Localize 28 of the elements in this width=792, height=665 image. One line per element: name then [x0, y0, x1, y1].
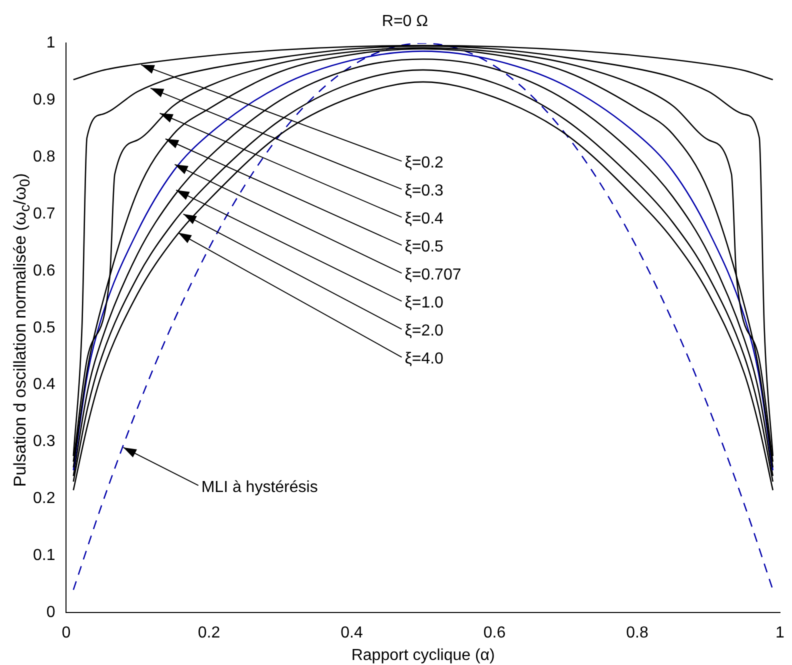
y-tick-label: 0.6: [32, 262, 56, 280]
y-tick-label: 0.3: [32, 433, 56, 450]
annotation: MLI à hystérésis: [201, 478, 318, 496]
chart-title: R=0 Ω: [382, 13, 428, 30]
y-tick-label: 0.1: [32, 547, 56, 564]
x-tick-label: 0: [62, 624, 71, 642]
annotation: ξ=0.707: [404, 266, 462, 284]
y-tick-label: 0.7: [32, 205, 56, 222]
y-tick-label: 0.5: [32, 319, 56, 336]
x-tick-label: 0.4: [340, 624, 363, 642]
y-tick-label: 0.2: [32, 490, 56, 508]
y-tick-label: 0.8: [32, 148, 56, 166]
x-tick-label: 0.2: [198, 624, 220, 642]
annotation: ξ=0.3: [404, 182, 444, 200]
annotation: ξ=0.2: [404, 154, 444, 172]
y-tick-label: 0.9: [32, 92, 56, 109]
y-tick-label: 0.4: [32, 376, 56, 394]
annotation: ξ=0.5: [404, 238, 444, 256]
annotation: ξ=2.0: [404, 322, 444, 340]
y-tick-label: 0: [46, 604, 56, 622]
x-axis-title: Rapport cyclique (α): [351, 646, 495, 664]
x-tick-label: 0.8: [626, 624, 648, 642]
annotation: ξ=4.0: [404, 350, 444, 368]
annotation: ξ=1.0: [404, 294, 444, 312]
y-tick-label: 1: [46, 34, 56, 52]
x-tick-label: 0.6: [483, 624, 506, 642]
annotation: ξ=0.4: [404, 210, 444, 228]
x-tick-label: 1: [776, 624, 785, 642]
